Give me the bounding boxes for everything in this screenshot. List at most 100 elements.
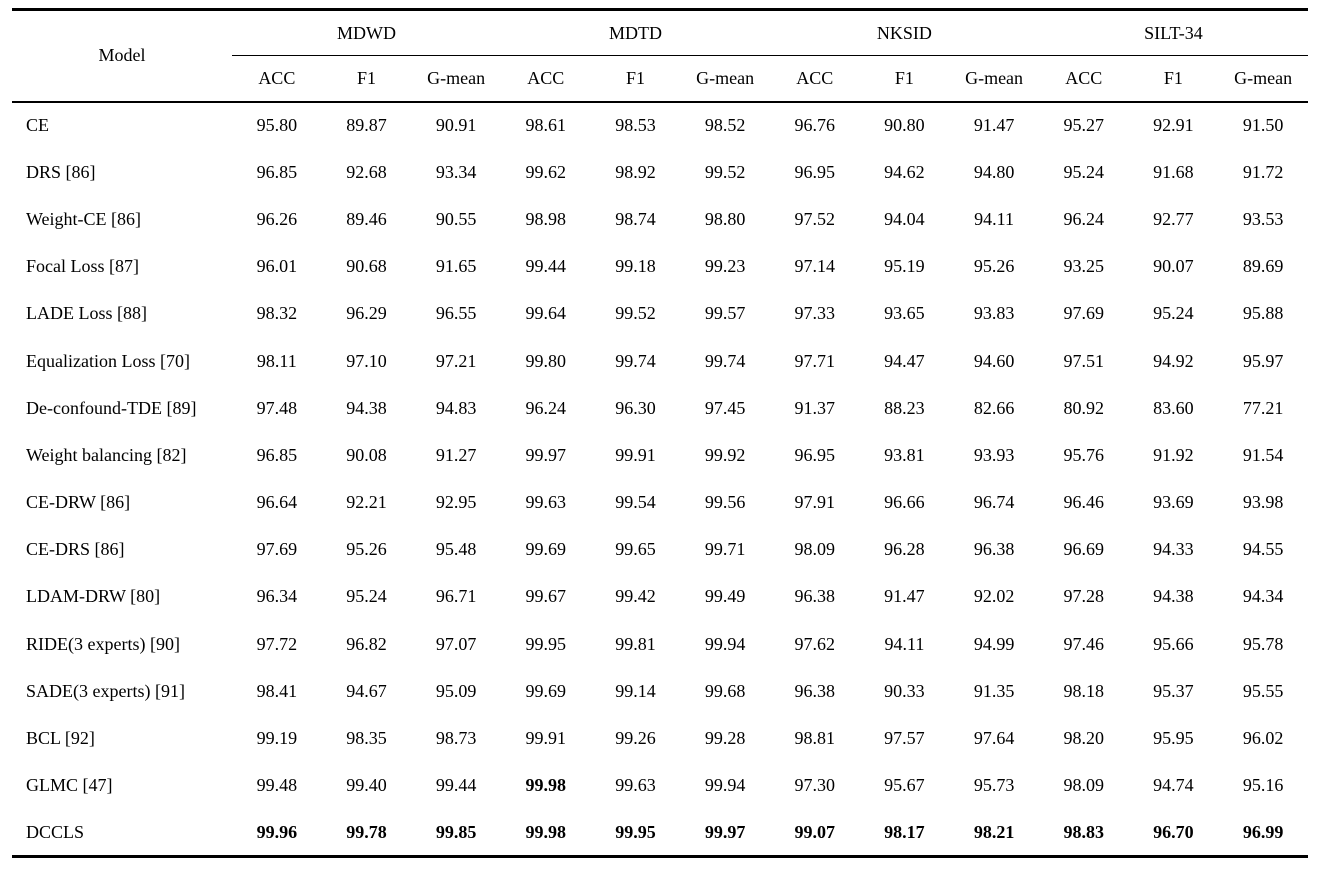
metric-cell: 99.68 xyxy=(704,680,746,701)
metric-cell: 97.69 xyxy=(1063,303,1104,324)
metric-cell: 97.10 xyxy=(346,350,387,371)
metric-cell: 95.09 xyxy=(435,680,477,701)
metric-cell: 99.91 xyxy=(615,444,656,465)
metric-cell: 95.78 xyxy=(1242,633,1284,654)
group-header-mdwd: MDWD xyxy=(232,9,501,56)
model-label: Equalization Loss [70] xyxy=(26,350,190,371)
metric-cell: 98.52 xyxy=(704,115,746,136)
metric-cell: 99.95 xyxy=(615,821,656,842)
metric-cell: 93.53 xyxy=(1242,208,1284,229)
metric-cell: 94.04 xyxy=(884,208,925,229)
table-header: Model MDWD MDTD NKSID SILT-34 ACC F1 G-m… xyxy=(12,9,1308,103)
metric-cell: 97.07 xyxy=(435,633,477,654)
metric-cell: 97.28 xyxy=(1063,586,1104,607)
metric-cell: 98.21 xyxy=(973,821,1015,842)
metric-cell: 94.11 xyxy=(884,633,925,654)
metric-cell: 95.24 xyxy=(346,586,387,607)
metric-cell: 96.38 xyxy=(794,680,836,701)
metric-cell: 90.33 xyxy=(884,680,925,701)
metric-cell: 99.44 xyxy=(525,256,567,277)
metric-cell: 99.48 xyxy=(256,775,298,796)
metric-cell: 94.38 xyxy=(1153,586,1194,607)
table-row: De-confound-TDE [89] 97.48 94.38 94.83 96.24… xyxy=(12,385,1308,432)
metric-cell: 96.85 xyxy=(256,161,298,182)
metric-header-gmean: G-mean xyxy=(1218,55,1308,103)
metric-cell: 99.57 xyxy=(704,303,746,324)
metric-cell: 90.91 xyxy=(435,115,477,136)
table-row: DCCLS 99.96 99.78 99.85 99.98 99.95 99.97 99.07… xyxy=(12,809,1308,856)
metric-cell: 89.69 xyxy=(1242,256,1284,277)
metric-cell: 99.96 xyxy=(256,821,298,842)
metric-cell: 95.26 xyxy=(346,539,387,560)
metric-cell: 93.81 xyxy=(884,444,925,465)
metric-cell: 90.07 xyxy=(1153,256,1194,277)
table-row: Equalization Loss [70] 98.11 97.10 97.21 99.… xyxy=(12,337,1308,384)
metric-cell: 99.63 xyxy=(615,775,656,796)
metric-cell: 97.64 xyxy=(973,728,1015,749)
metric-cell: 99.07 xyxy=(794,821,836,842)
metric-cell: 91.92 xyxy=(1153,444,1194,465)
table-row: LDAM-DRW [80] 96.34 95.24 96.71 99.67 99.42 99… xyxy=(12,573,1308,620)
model-label: SADE(3 experts) [91] xyxy=(26,680,185,701)
metric-header-acc: ACC xyxy=(500,55,591,103)
group-header-nksid: NKSID xyxy=(769,9,1039,56)
metric-cell: 98.83 xyxy=(1063,821,1104,842)
metric-cell: 90.08 xyxy=(346,444,387,465)
metric-cell: 99.94 xyxy=(704,775,746,796)
group-header-mdtd: MDTD xyxy=(500,9,770,56)
metric-cell: 91.72 xyxy=(1242,161,1284,182)
metric-cell: 95.55 xyxy=(1242,680,1284,701)
metric-cell: 99.44 xyxy=(435,775,477,796)
metric-cell: 99.97 xyxy=(704,821,746,842)
metric-cell: 97.72 xyxy=(256,633,298,654)
metric-cell: 99.63 xyxy=(525,492,567,513)
metric-cell: 98.20 xyxy=(1063,728,1104,749)
metric-cell: 97.30 xyxy=(794,775,836,796)
metric-cell: 96.30 xyxy=(615,397,656,418)
metric-cell: 97.33 xyxy=(794,303,836,324)
metric-cell: 91.47 xyxy=(884,586,925,607)
metric-cell: 95.95 xyxy=(1153,728,1194,749)
metric-cell: 96.66 xyxy=(884,492,925,513)
metric-cell: 96.01 xyxy=(256,256,298,277)
metric-cell: 92.68 xyxy=(346,161,387,182)
table-row: DRS [86] 96.85 92.68 93.34 99.62 98.92 99.52 96… xyxy=(12,149,1308,196)
metric-cell: 91.65 xyxy=(435,256,477,277)
metric-cell: 96.64 xyxy=(256,492,298,513)
metric-cell: 93.69 xyxy=(1153,492,1194,513)
metric-cell: 82.66 xyxy=(973,397,1015,418)
metric-cell: 80.92 xyxy=(1063,397,1104,418)
metric-cell: 98.92 xyxy=(615,161,656,182)
metric-cell: 96.74 xyxy=(973,492,1015,513)
metric-cell: 94.80 xyxy=(973,161,1015,182)
metric-cell: 89.87 xyxy=(346,115,387,136)
metric-cell: 99.14 xyxy=(615,680,656,701)
table-row: Focal Loss [87] 96.01 90.68 91.65 99.44 99.18… xyxy=(12,243,1308,290)
metric-cell: 97.14 xyxy=(794,256,836,277)
metric-cell: 93.83 xyxy=(973,303,1015,324)
metric-cell: 94.34 xyxy=(1242,586,1284,607)
group-header-silt34: SILT-34 xyxy=(1038,9,1308,56)
metric-cell: 94.60 xyxy=(973,350,1015,371)
metric-cell: 96.99 xyxy=(1242,821,1284,842)
metric-cell: 93.65 xyxy=(884,303,925,324)
metric-cell: 96.76 xyxy=(794,115,836,136)
metric-cell: 88.23 xyxy=(884,397,925,418)
metric-cell: 97.48 xyxy=(256,397,298,418)
metric-cell: 83.60 xyxy=(1153,397,1194,418)
metric-cell: 91.37 xyxy=(794,397,836,418)
metric-cell: 98.32 xyxy=(256,303,298,324)
metric-cell: 96.71 xyxy=(435,586,477,607)
table-row: Weight balancing [82] 96.85 90.08 91.27 99.9… xyxy=(12,432,1308,479)
metric-cell: 94.38 xyxy=(346,397,387,418)
metric-cell: 99.98 xyxy=(525,821,567,842)
table-row: CE-DRS [86] 97.69 95.26 95.48 99.69 99.65 99.7… xyxy=(12,526,1308,573)
table-row: SADE(3 experts) [91] 98.41 94.67 95.09 99.69… xyxy=(12,668,1308,715)
metric-cell: 92.91 xyxy=(1153,115,1194,136)
metric-cell: 96.02 xyxy=(1242,728,1284,749)
model-label: CE-DRW [86] xyxy=(26,492,131,513)
metric-cell: 99.71 xyxy=(704,539,746,560)
metric-cell: 95.97 xyxy=(1242,350,1284,371)
model-column-header: Model xyxy=(12,9,232,103)
metric-cell: 96.38 xyxy=(973,539,1015,560)
